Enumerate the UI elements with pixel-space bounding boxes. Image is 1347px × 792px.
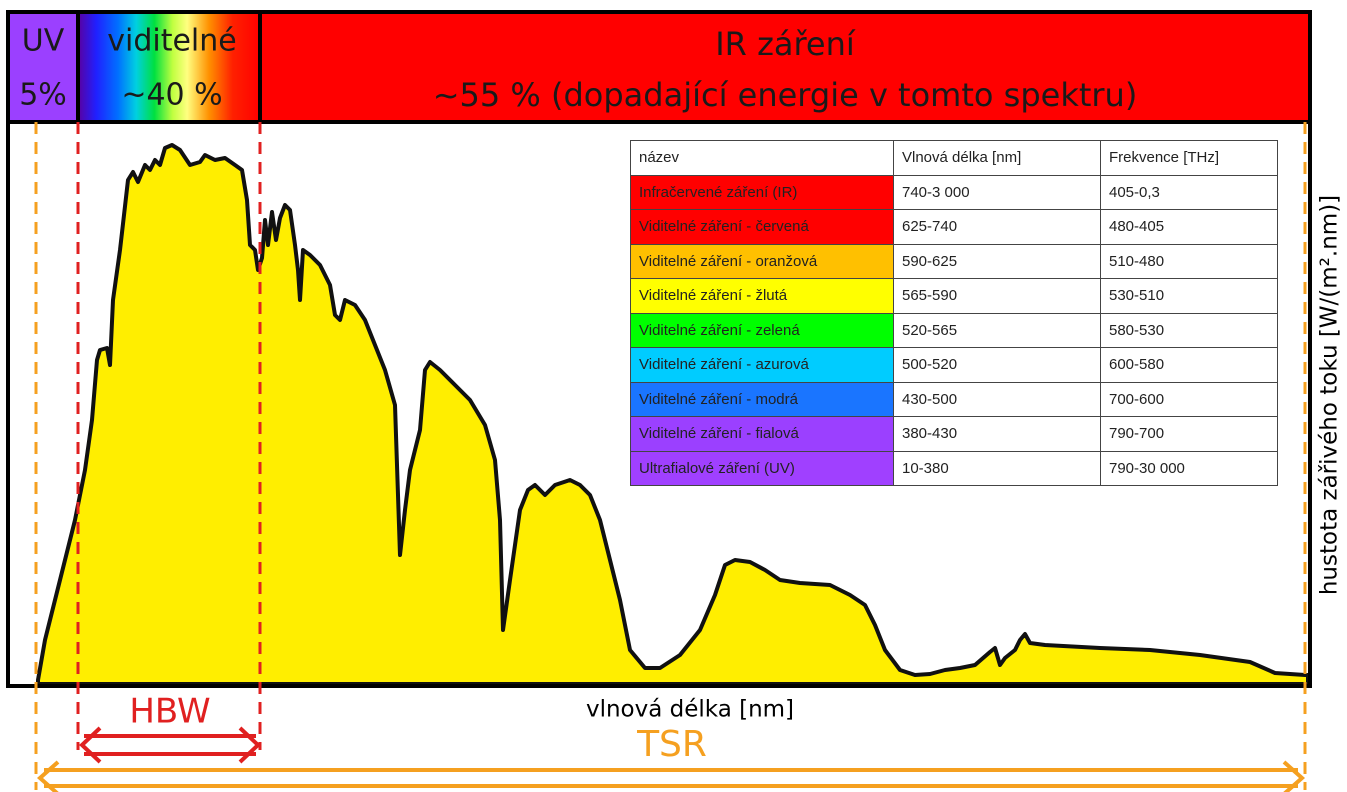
tsr-arrow: [36, 760, 1306, 792]
tsr-bounds: [34, 122, 1307, 790]
table-row: Viditelné záření - azurová 500-520 600-580: [630, 347, 1278, 383]
cell-name: Infračervené záření (IR): [630, 174, 894, 210]
header-cell: Frekvence [THz]: [1100, 140, 1278, 176]
spectrum-table: název Vlnová délka [nm] Frekvence [THz] Inf…: [630, 140, 1278, 486]
table-header: název Vlnová délka [nm] Frekvence [THz]: [630, 140, 1278, 176]
cell-frequency: 480-405: [1100, 209, 1278, 245]
header-cell: název: [630, 140, 894, 176]
x-axis-label: vlnová délka [nm]: [586, 697, 794, 723]
cell-wavelength: 380-430: [893, 416, 1101, 452]
uv-band: [8, 12, 78, 122]
hbw-arrow: [79, 726, 261, 764]
ir-band: [260, 12, 1310, 122]
cell-frequency: 530-510: [1100, 278, 1278, 314]
cell-name: Viditelné záření - žlutá: [630, 278, 894, 314]
cell-wavelength: 500-520: [893, 347, 1101, 383]
spectrum: [36, 143, 1310, 686]
table-row: Viditelné záření - zelená 520-565 580-530: [630, 312, 1278, 348]
visible-label: viditelné: [107, 24, 237, 59]
visible-share: ~40 %: [121, 78, 222, 113]
cell-wavelength: 590-625: [893, 243, 1101, 279]
table-row: Viditelné záření - červená 625-740 480-405: [630, 209, 1278, 245]
header-cell: Vlnová délka [nm]: [893, 140, 1101, 176]
cell-frequency: 580-530: [1100, 312, 1278, 348]
frame: [6, 10, 1312, 688]
cell-wavelength: 430-500: [893, 381, 1101, 417]
cell-frequency: 600-580: [1100, 347, 1278, 383]
cell-wavelength: 625-740: [893, 209, 1101, 245]
cell-name: Viditelné záření - červená: [630, 209, 894, 245]
cell-wavelength: 520-565: [893, 312, 1101, 348]
uv-label: UV: [22, 24, 65, 59]
cell-name: Viditelné záření - fialová: [630, 416, 894, 452]
table-row: Viditelné záření - oranžová 590-625 510-48…: [630, 243, 1278, 279]
cell-name: Viditelné záření - modrá: [630, 381, 894, 417]
cell-frequency: 790-30 000: [1100, 450, 1278, 486]
cell-frequency: 510-480: [1100, 243, 1278, 279]
uv-share: 5%: [19, 78, 67, 113]
hbw-label: HBW: [129, 692, 210, 732]
cell-name: Viditelné záření - azurová: [630, 347, 894, 383]
table-row: Ultrafialové záření (UV) 10-380 790-30 000: [630, 450, 1278, 486]
cell-name: Viditelné záření - oranžová: [630, 243, 894, 279]
visible-band: [78, 12, 260, 122]
y-axis-label: hustota zářivého toku [W/(m².nm)]: [1317, 195, 1343, 595]
hbw-bounds: [76, 122, 262, 750]
ir-share: ~55 % (dopadající energie v tomto spektr…: [433, 76, 1138, 114]
table-row: Viditelné záření - žlutá 565-590 530-510: [630, 278, 1278, 314]
table-row: Infračervené záření (IR) 740-3 000 405-0,3: [630, 174, 1278, 210]
cell-wavelength: 565-590: [893, 278, 1101, 314]
ir-label: IR záření: [715, 25, 856, 63]
cell-name: Ultrafialové záření (UV): [630, 450, 894, 486]
table-row: Viditelné záření - modrá 430-500 700-600: [630, 381, 1278, 417]
cell-name: Viditelné záření - zelená: [630, 312, 894, 348]
cell-frequency: 405-0,3: [1100, 174, 1278, 210]
cell-frequency: 790-700: [1100, 416, 1278, 452]
cell-frequency: 700-600: [1100, 381, 1278, 417]
cell-wavelength: 10-380: [893, 450, 1101, 486]
tsr-label: TSR: [636, 724, 707, 765]
table-row: Viditelné záření - fialová 380-430 790-700: [630, 416, 1278, 452]
cell-wavelength: 740-3 000: [893, 174, 1101, 210]
